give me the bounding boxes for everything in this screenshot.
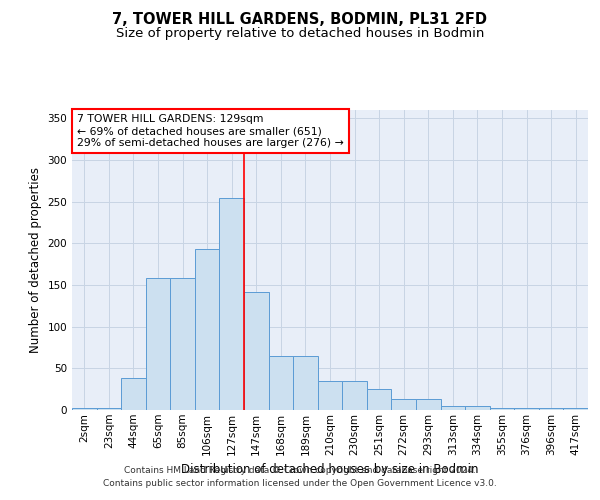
Bar	[220, 198, 244, 410]
Text: 7, TOWER HILL GARDENS, BODMIN, PL31 2FD: 7, TOWER HILL GARDENS, BODMIN, PL31 2FD	[113, 12, 487, 28]
Bar	[269, 356, 293, 410]
Bar	[367, 389, 391, 410]
Bar	[440, 406, 465, 410]
Bar	[170, 278, 195, 410]
Bar	[195, 249, 220, 410]
Bar	[514, 408, 539, 410]
Bar	[72, 408, 97, 410]
Bar	[342, 381, 367, 410]
Bar	[465, 406, 490, 410]
Bar	[416, 399, 440, 410]
Bar	[318, 381, 342, 410]
Y-axis label: Number of detached properties: Number of detached properties	[29, 167, 42, 353]
Bar	[539, 408, 563, 410]
Bar	[391, 399, 416, 410]
Text: Size of property relative to detached houses in Bodmin: Size of property relative to detached ho…	[116, 28, 484, 40]
Text: 7 TOWER HILL GARDENS: 129sqm
← 69% of detached houses are smaller (651)
29% of s: 7 TOWER HILL GARDENS: 129sqm ← 69% of de…	[77, 114, 344, 148]
Bar	[490, 408, 514, 410]
Bar	[244, 292, 269, 410]
Bar	[97, 408, 121, 410]
Bar	[121, 378, 146, 410]
Bar	[146, 278, 170, 410]
Bar	[563, 408, 588, 410]
Bar	[293, 356, 318, 410]
Text: Contains HM Land Registry data © Crown copyright and database right 2024.
Contai: Contains HM Land Registry data © Crown c…	[103, 466, 497, 487]
X-axis label: Distribution of detached houses by size in Bodmin: Distribution of detached houses by size …	[181, 463, 479, 476]
